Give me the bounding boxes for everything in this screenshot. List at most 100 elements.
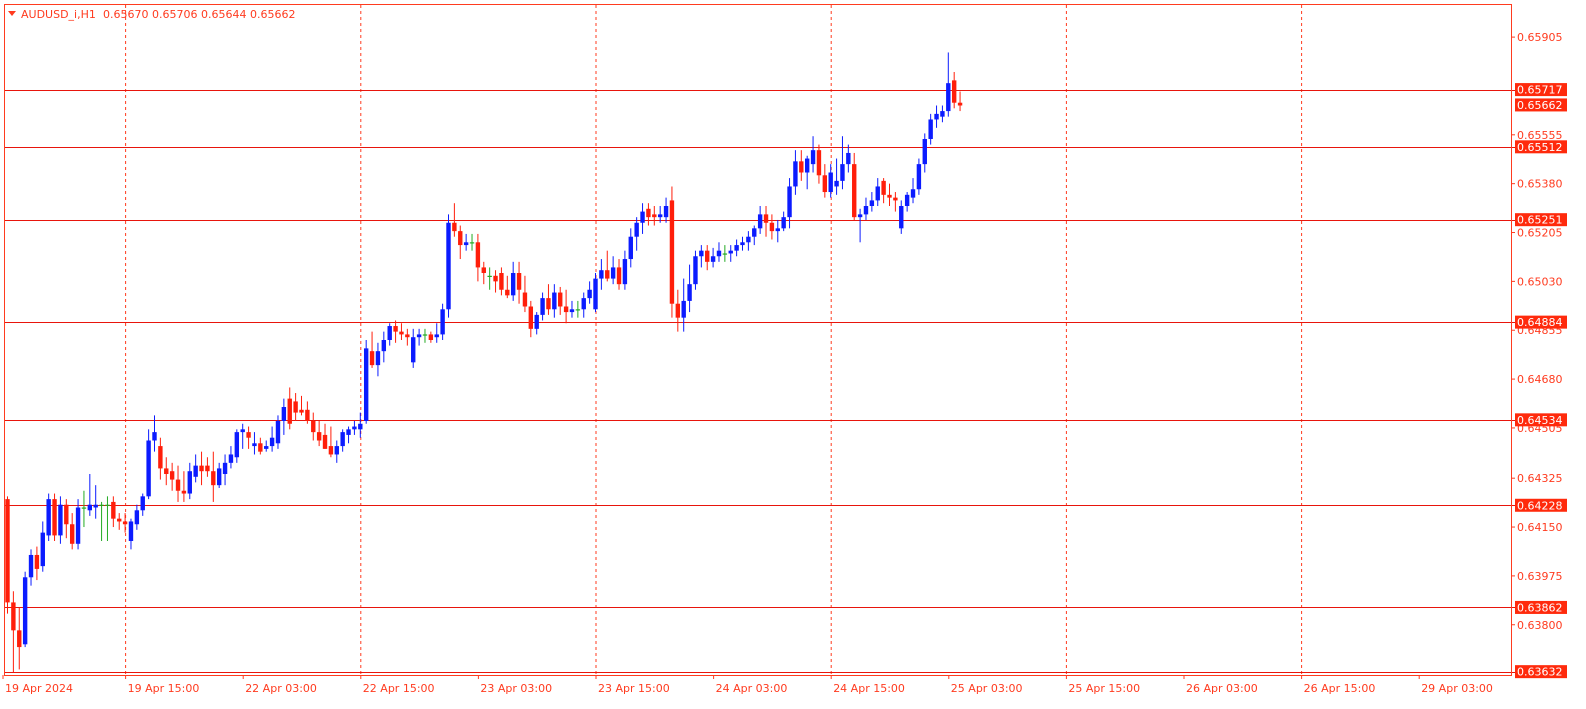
- candle-body: [222, 462, 228, 474]
- plot-frame: [4, 4, 1512, 676]
- candle: [675, 289, 681, 332]
- candle-body: [216, 468, 222, 486]
- candle: [58, 496, 63, 544]
- candle-body: [899, 206, 904, 229]
- candle-body: [781, 217, 786, 229]
- candle: [416, 328, 422, 346]
- candle-body: [181, 490, 187, 494]
- candle: [528, 300, 534, 338]
- candle: [128, 518, 134, 550]
- candle: [458, 225, 463, 260]
- candle: [857, 208, 863, 243]
- candle-body: [687, 284, 692, 301]
- candle-body: [175, 479, 181, 491]
- candle: [305, 401, 310, 424]
- candle-body: [628, 236, 633, 260]
- candle-body: [69, 524, 75, 544]
- candle-body: [528, 306, 534, 329]
- candle-body: [657, 214, 663, 218]
- candle: [646, 203, 651, 226]
- tag-label: 0.65662: [1517, 99, 1563, 112]
- candle: [775, 219, 780, 243]
- price-axis[interactable]: 0.65905 0.65555 0.65380 0.65205 0.65030 0.648…: [1511, 31, 1563, 632]
- candle-body: [246, 432, 251, 438]
- candle: [928, 113, 933, 145]
- candle-body: [663, 206, 669, 218]
- candle-body: [757, 214, 763, 229]
- candle-body: [916, 164, 922, 190]
- candle-body: [693, 256, 698, 285]
- candle-body: [804, 158, 810, 173]
- candle-body: [75, 507, 81, 544]
- candle: [34, 546, 40, 581]
- candle: [599, 259, 604, 290]
- candle: [428, 331, 434, 343]
- candle: [252, 432, 257, 455]
- candle-body: [122, 521, 128, 525]
- candle: [622, 250, 628, 290]
- candle: [28, 549, 34, 586]
- candle: [763, 206, 769, 237]
- candle: [852, 152, 857, 220]
- candle: [652, 206, 657, 226]
- level-tag: 0.65251: [1515, 213, 1567, 227]
- candle-body: [752, 228, 757, 237]
- candle-body: [46, 499, 51, 536]
- candle-body: [610, 267, 616, 279]
- candle: [299, 395, 304, 416]
- candle: [910, 178, 916, 204]
- candle: [881, 178, 886, 204]
- candle-body: [599, 270, 604, 279]
- candle-body: [281, 407, 287, 421]
- candle-body: [669, 200, 675, 304]
- tag-background: [1515, 413, 1567, 427]
- tag-background: [1515, 665, 1567, 679]
- candle: [663, 197, 669, 223]
- candle: [387, 323, 392, 346]
- x-tick-label: 22 Apr 15:00: [363, 682, 435, 695]
- candle: [22, 571, 28, 648]
- x-tick-label: 29 Apr 03:00: [1421, 682, 1493, 695]
- candle-body: [393, 326, 398, 332]
- tag-background: [1515, 315, 1567, 329]
- candle: [705, 245, 710, 271]
- candle: [516, 261, 522, 304]
- candle: [481, 261, 486, 285]
- candle: [534, 312, 539, 335]
- tag-label: 0.65512: [1517, 141, 1563, 154]
- candle-body: [287, 398, 292, 424]
- candle: [228, 446, 234, 469]
- candle: [640, 203, 645, 234]
- candle: [234, 429, 240, 463]
- candle: [463, 233, 469, 251]
- candle-body: [957, 102, 963, 106]
- candle-body: [111, 501, 116, 519]
- candle: [158, 437, 163, 480]
- collapse-triangle-icon[interactable]: [8, 11, 16, 16]
- candle: [699, 245, 704, 268]
- level-tag: 0.65717: [1515, 83, 1567, 97]
- candle: [722, 245, 728, 262]
- candle-body: [240, 429, 245, 433]
- candle-body: [887, 194, 892, 198]
- candle-body: [575, 309, 581, 311]
- level-tag: 0.63862: [1515, 600, 1567, 614]
- candle-body: [440, 309, 445, 335]
- level-tag: 0.64884: [1515, 315, 1567, 329]
- candle-body: [710, 256, 716, 262]
- candle-body: [375, 351, 381, 366]
- candle-body: [722, 253, 728, 255]
- candle-body: [810, 150, 816, 165]
- candle: [352, 420, 357, 435]
- time-axis[interactable]: 19 Apr 2024 19 Apr 15:00 22 Apr 03:00 22 Ap…: [2, 675, 1493, 695]
- candle: [452, 203, 457, 237]
- candle-body: [881, 180, 886, 195]
- candle-body: [140, 496, 145, 511]
- candle: [346, 426, 351, 444]
- candle-body: [146, 440, 151, 497]
- horizontal-levels: [5, 90, 1517, 673]
- candle: [734, 239, 739, 257]
- candle: [904, 192, 910, 212]
- candle-body: [446, 222, 451, 310]
